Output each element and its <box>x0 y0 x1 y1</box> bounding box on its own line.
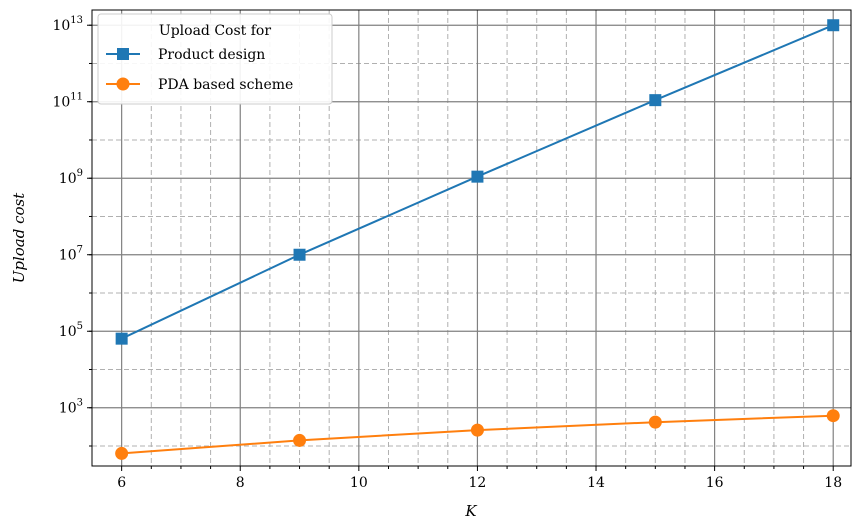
legend-label-pda-based-scheme: PDA based scheme <box>158 77 293 93</box>
x-tick-label: 10 <box>350 475 368 491</box>
legend-label-product-design: Product design <box>158 47 265 63</box>
x-tick-label: 8 <box>236 475 245 491</box>
data-point-pda-based-scheme <box>826 409 840 423</box>
data-point-pda-based-scheme <box>293 433 307 447</box>
legend-entry-product-design: Product design <box>106 47 265 63</box>
y-tick-label: 109 <box>59 168 83 187</box>
data-point-product-design <box>649 94 662 107</box>
data-point-pda-based-scheme <box>115 446 129 460</box>
y-axis-label: Upload cost <box>10 192 28 284</box>
y-tick-label: 1013 <box>52 15 83 34</box>
x-tick-label: 16 <box>706 475 724 491</box>
data-point-product-design <box>827 19 840 32</box>
series-layer <box>115 19 840 460</box>
x-tick-label: 6 <box>117 475 126 491</box>
y-tick-label: 1011 <box>52 92 83 111</box>
legend-title: Upload Cost for <box>159 23 271 39</box>
x-tick-label: 12 <box>469 475 487 491</box>
x-axis-label: K <box>464 502 477 520</box>
y-tick-label: 103 <box>59 398 83 417</box>
legend: Upload Cost for Product design PDA based… <box>97 13 333 105</box>
data-point-product-design <box>115 332 128 345</box>
legend-marker-square <box>117 48 129 60</box>
data-point-pda-based-scheme <box>648 415 662 429</box>
plot-frame <box>91 9 852 467</box>
x-tick-label: 18 <box>824 475 842 491</box>
legend-box <box>97 13 333 105</box>
legend-marker-circle <box>116 77 130 91</box>
data-point-product-design <box>293 248 306 261</box>
data-point-product-design <box>471 170 484 183</box>
data-point-pda-based-scheme <box>470 423 484 437</box>
axis-ticks: 6 8 10 12 14 16 18 103 105 107 109 1011 1013 <box>52 15 842 491</box>
x-tick-label: 14 <box>587 475 605 491</box>
legend-entry-pda-based-scheme: PDA based scheme <box>106 77 293 93</box>
y-tick-label: 105 <box>59 321 83 340</box>
y-tick-label: 107 <box>59 245 83 264</box>
